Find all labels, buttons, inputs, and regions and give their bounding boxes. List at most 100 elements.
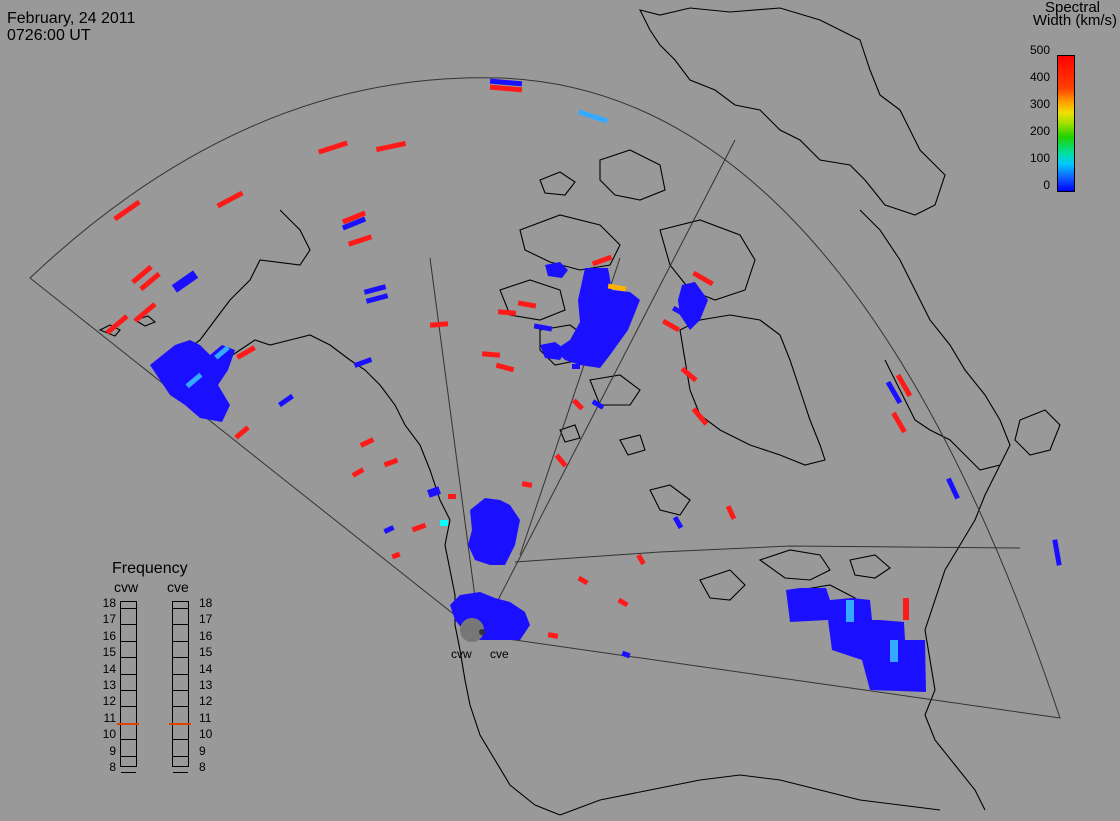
frequency-tick-line — [121, 657, 136, 659]
frequency-tick-line — [121, 755, 136, 757]
radar-cell — [489, 84, 523, 93]
radar-cell — [607, 283, 627, 292]
radar-cell — [426, 486, 442, 498]
frequency-tick-label: 16 — [199, 628, 213, 643]
field-of-view-outline — [29, 77, 1061, 719]
frequency-tick-label: 13 — [199, 678, 213, 692]
frequency-tick-label: 10 — [102, 727, 116, 742]
frequency-tick-line — [173, 640, 188, 642]
frequency-tick-label: 15 — [199, 645, 213, 660]
radar-cell — [383, 457, 399, 468]
radar-cell — [521, 481, 533, 488]
frequency-tick-line — [121, 690, 136, 691]
frequency-tick-line — [173, 624, 188, 626]
radar-cell — [636, 553, 646, 566]
radar-cell-cluster — [678, 282, 708, 330]
frequency-tick-label: 13 — [102, 678, 116, 692]
radar-cell — [411, 522, 427, 533]
radar-cell — [885, 380, 903, 405]
radar-cell — [571, 398, 585, 411]
frequency-marker-cvw — [117, 722, 139, 725]
frequency-tick-label: 8 — [199, 760, 206, 774]
radar-cell — [903, 598, 909, 620]
radar-cell — [353, 357, 373, 368]
radar-cell — [185, 372, 203, 389]
radar-cell — [365, 293, 389, 304]
radar-cell — [481, 351, 501, 358]
colorbar-title-line2: Width (km/s) — [1032, 12, 1117, 29]
radar-cell — [692, 270, 714, 287]
frequency-tick-line — [121, 608, 136, 609]
date-label: February, 24 2011 — [7, 10, 136, 27]
radar-cell — [946, 477, 960, 500]
radar-cell — [691, 407, 709, 426]
colorbar-title-line1: Spectral — [1044, 0, 1100, 16]
radar-cell — [133, 302, 157, 323]
radar-cell — [429, 321, 449, 328]
radar-cell — [351, 467, 365, 478]
radar-cell — [448, 494, 456, 499]
colorbar-tick: 300 — [1029, 97, 1050, 111]
radar-cell — [547, 632, 559, 639]
frequency-tick-line — [173, 706, 188, 708]
radar-cell-cluster — [540, 342, 566, 360]
frequency-tick-line — [121, 673, 136, 675]
frequency-tick-line — [121, 640, 136, 642]
radar-cell — [236, 345, 256, 360]
frequency-tick-label: 10 — [199, 727, 213, 742]
frequency-tick-label: 17 — [102, 612, 116, 627]
radar-cell-cluster — [555, 268, 640, 368]
radar-cell — [661, 318, 681, 333]
frequency-tick-line — [173, 657, 188, 659]
radar-cell — [341, 216, 367, 231]
site-cvw-marker — [479, 629, 485, 635]
radar-cell — [533, 323, 553, 332]
frequency-tick-line — [121, 624, 136, 626]
radar-cell — [359, 437, 375, 448]
radar-cell-cluster — [545, 262, 568, 278]
radar-cell — [131, 264, 153, 285]
frequency-tick-line — [173, 755, 188, 757]
frequency-scale-cve — [172, 601, 189, 767]
radar-cell — [278, 393, 294, 408]
colorbar-tick: 100 — [1029, 151, 1050, 165]
spectral-width-colorbar — [1057, 55, 1075, 192]
radar-cell — [216, 190, 244, 209]
radar-cell — [517, 300, 537, 309]
radar-cell — [890, 640, 898, 662]
radar-cell — [577, 109, 609, 124]
site-label-cve: cve — [490, 647, 509, 661]
site-label-cvw: cvw — [451, 647, 472, 661]
frequency-marker-cve — [169, 722, 191, 725]
time-label: 0726:00 UT — [7, 27, 91, 44]
frequency-tick-label: 9 — [109, 743, 116, 758]
frequency-tick-label: 12 — [199, 694, 213, 709]
radar-cell — [497, 309, 517, 316]
frequency-radar-name-cvw: cvw — [114, 579, 139, 595]
radar-cell — [680, 366, 698, 383]
radar-backscatter-cells — [105, 78, 1062, 692]
frequency-tick-label: 15 — [102, 645, 116, 660]
frequency-tick-line — [121, 739, 136, 741]
frequency-tick-line — [173, 739, 188, 741]
frequency-tick-label: 14 — [102, 661, 116, 676]
frequency-tick-label: 11 — [199, 710, 212, 725]
radar-cell — [591, 254, 613, 267]
radar-cell — [139, 271, 161, 292]
frequency-tick-line — [173, 608, 188, 609]
radar-cell — [577, 575, 589, 586]
radar-cell — [489, 78, 523, 87]
frequency-panel-title: Frequency — [112, 560, 188, 577]
frequency-tick-label: 9 — [199, 743, 206, 758]
colorbar-tick: 400 — [1029, 70, 1050, 84]
radar-cell — [891, 411, 907, 434]
radar-cell — [234, 425, 250, 440]
frequency-tick-label: 14 — [199, 661, 213, 676]
frequency-tick-label: 17 — [199, 612, 213, 627]
colorbar-tick: 500 — [1029, 43, 1050, 57]
radar-cell — [105, 314, 129, 335]
frequency-tick-label: 16 — [102, 628, 116, 643]
radar-cell — [621, 650, 631, 659]
radar-cell — [725, 505, 737, 520]
